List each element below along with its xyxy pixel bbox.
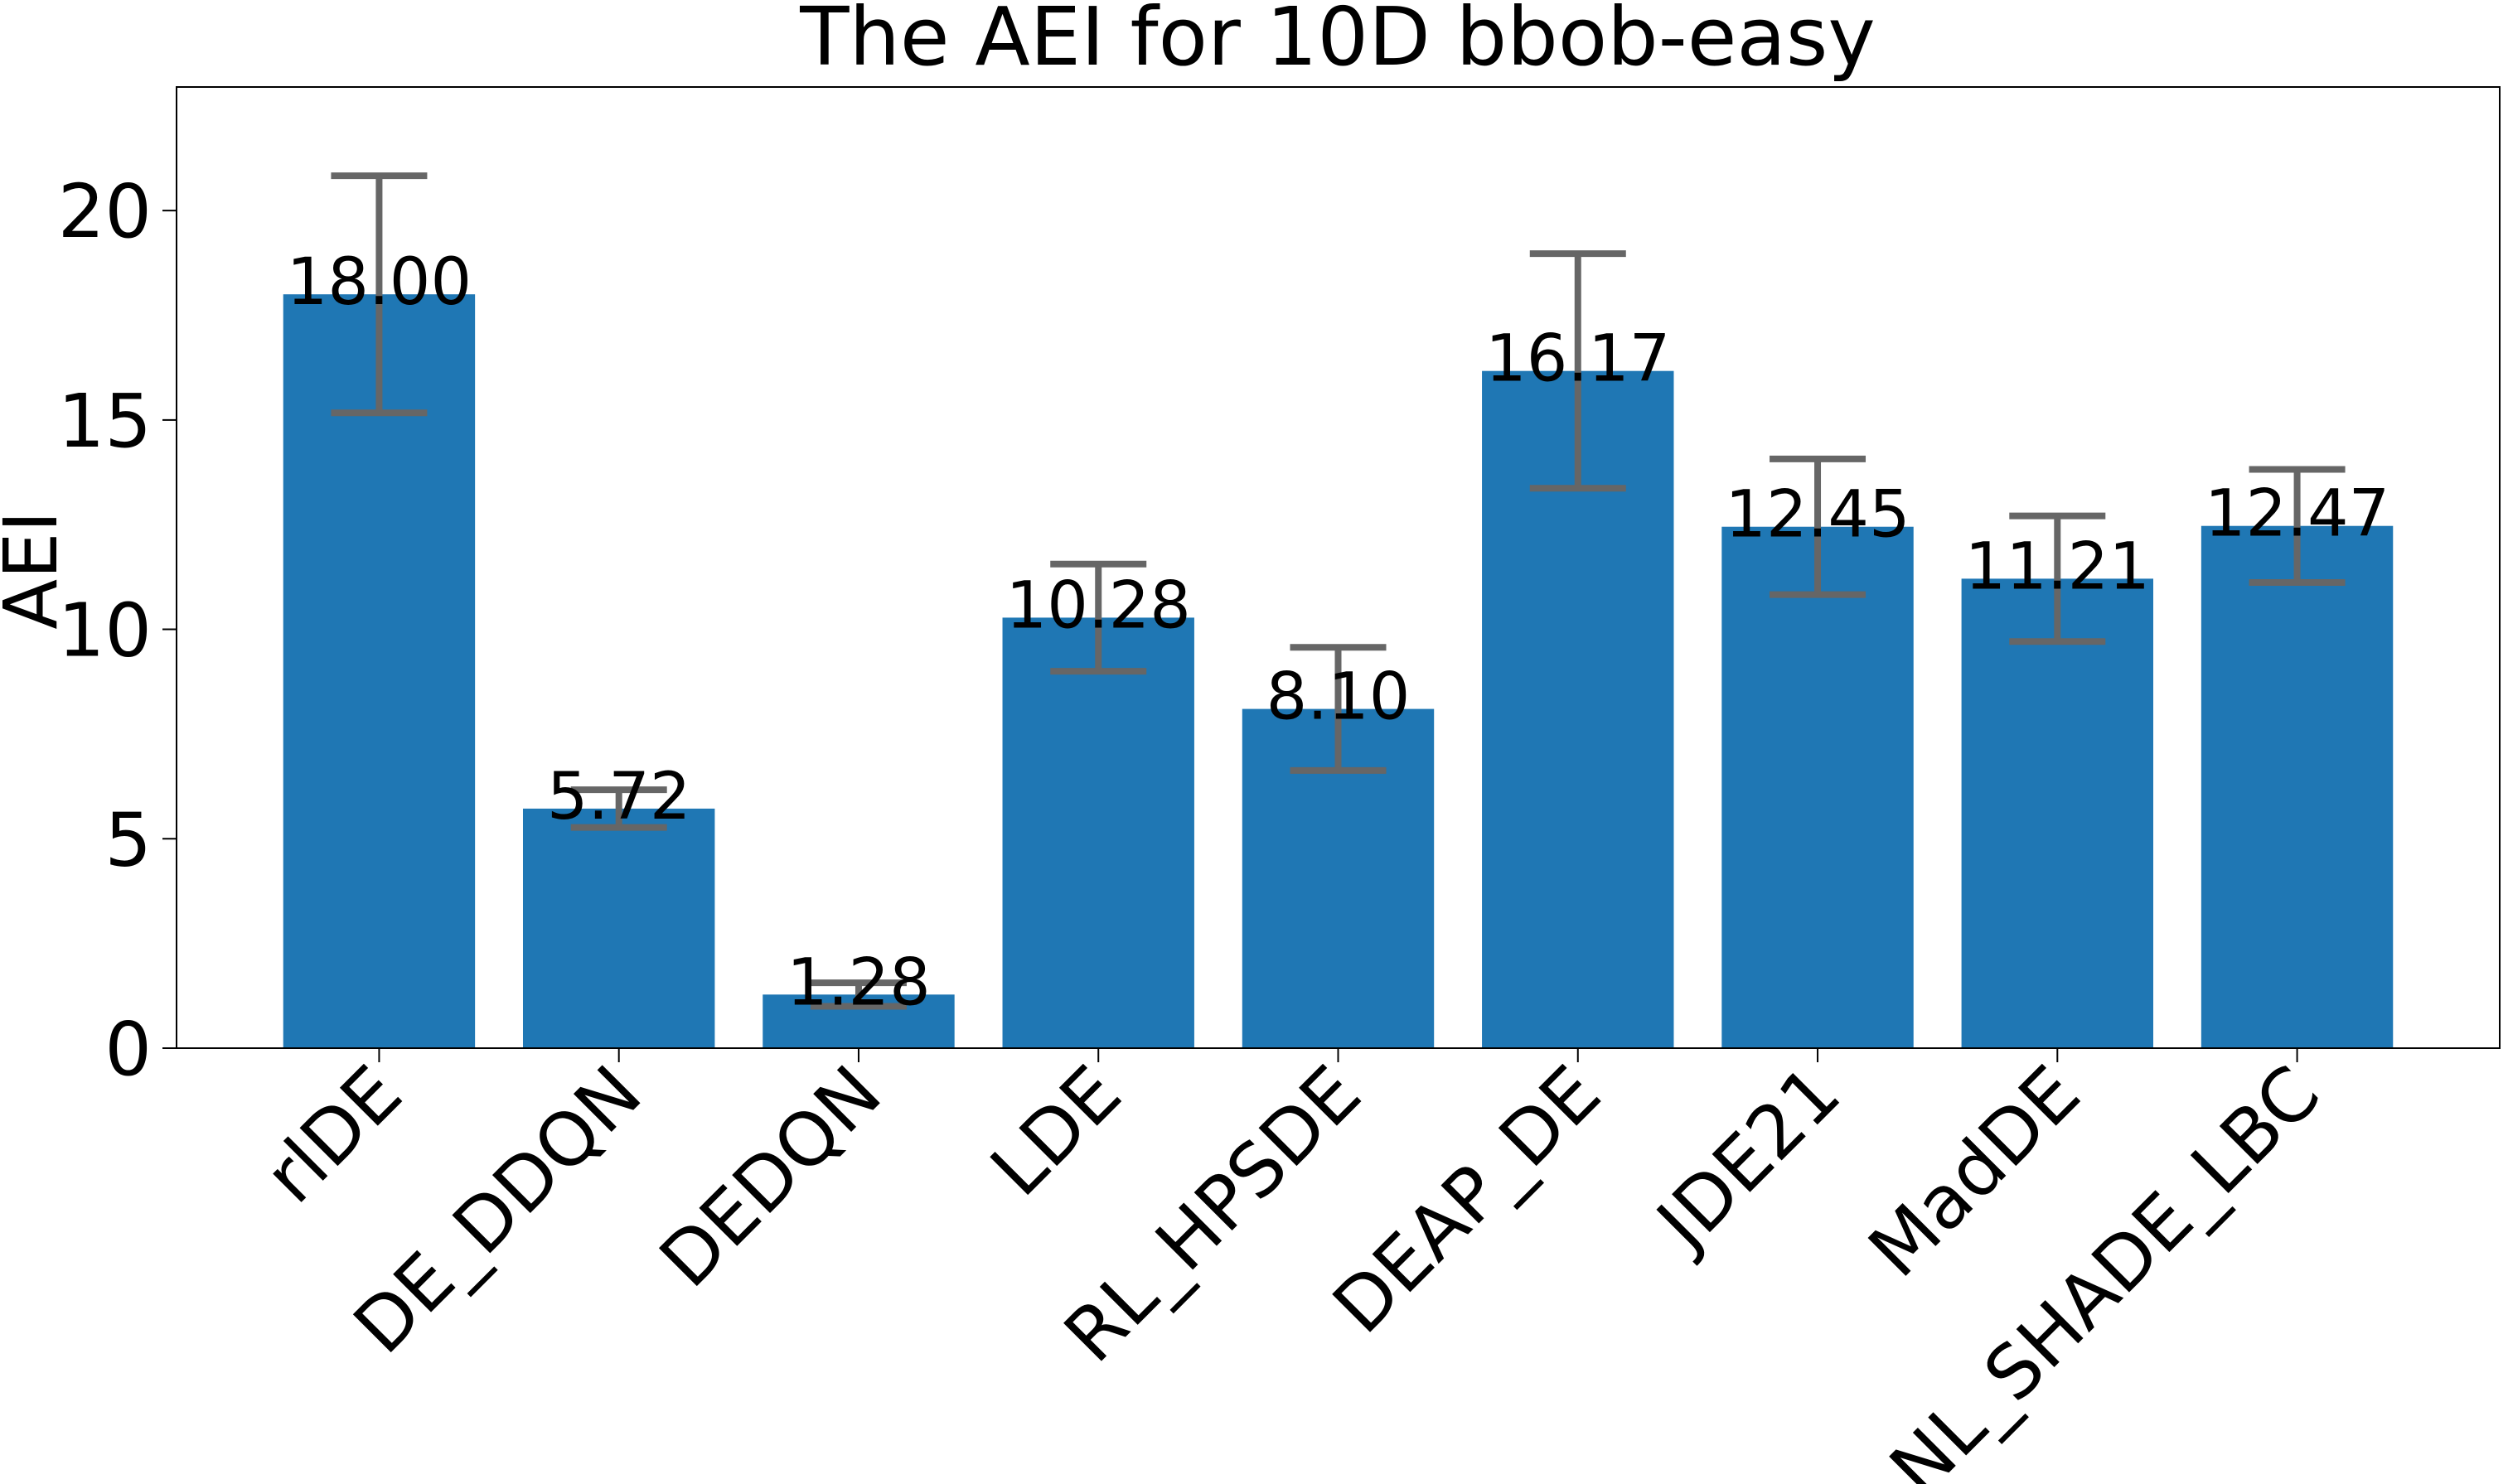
bar: [522, 808, 715, 1048]
value-label: 12.45: [1725, 478, 1910, 553]
x-tick-label: DEDQN: [643, 1049, 898, 1303]
bar: [2201, 525, 2394, 1048]
value-label: 12.47: [2205, 477, 2389, 552]
y-axis-label: AEI: [0, 510, 74, 629]
x-tick-label: JDE21: [1638, 1049, 1857, 1268]
y-tick-label: 20: [58, 168, 152, 254]
bar: [1002, 617, 1194, 1048]
value-label: 1.28: [787, 945, 931, 1020]
y-tick-label: 5: [104, 796, 152, 882]
value-label: 5.72: [547, 760, 691, 834]
x-tick-label: rlDE: [248, 1049, 418, 1219]
y-tick-label: 10: [58, 587, 152, 674]
plot-frame: [176, 86, 2501, 1049]
value-label: 11.21: [1965, 529, 2150, 604]
bar: [283, 294, 476, 1049]
x-tick-label: MadDE: [1852, 1049, 2097, 1293]
value-label: 16.17: [1485, 322, 1670, 397]
x-tick-label: LDE: [974, 1049, 1137, 1212]
y-tick-label: 15: [58, 378, 152, 464]
x-tick-label: DEAP_DE: [1316, 1049, 1616, 1349]
value-label: 18.00: [287, 245, 472, 320]
bar: [1721, 526, 1914, 1048]
value-label: 8.10: [1266, 660, 1411, 735]
value-label: 10.28: [1006, 568, 1191, 643]
y-tick-label: 0: [104, 1006, 152, 1092]
chart-title: The AEI for 10D bbob-easy: [799, 0, 1876, 84]
x-tick-label: NL_SHADE_LBC: [1873, 1049, 2336, 1484]
bar: [1961, 578, 2154, 1048]
